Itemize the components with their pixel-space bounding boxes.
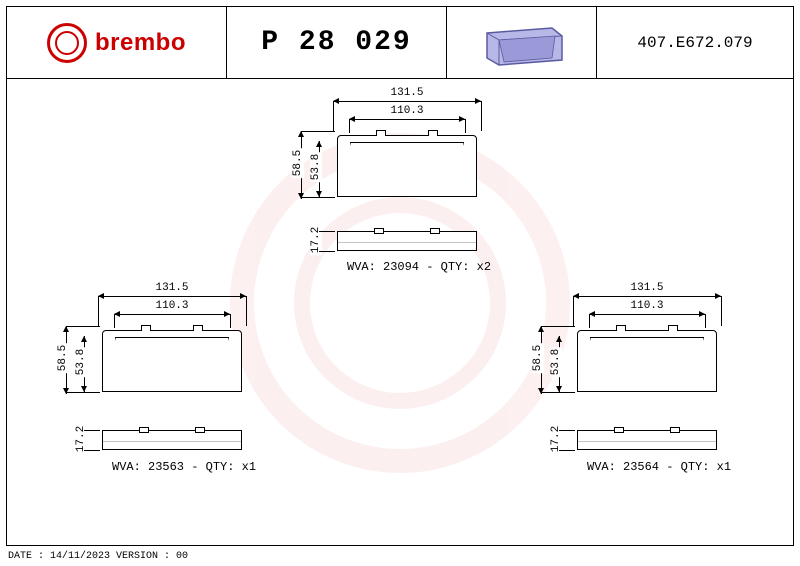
pad-tab-icon — [193, 325, 203, 331]
brand-name: brembo — [95, 29, 186, 57]
pad-tab-icon — [668, 325, 678, 331]
dimension-value: 53.8 — [75, 347, 87, 377]
diagram-top-side: 17.2 — [337, 231, 477, 251]
dimension-line: 58.5 — [301, 131, 302, 199]
dimension-value: 58.5 — [57, 343, 69, 373]
dimension-line: 131.5 — [573, 296, 721, 297]
drawing-body: 131.5 110.3 58.5 53.8 — [7, 85, 793, 545]
header-icon-cell — [447, 7, 597, 78]
dimension-value: 131.5 — [153, 282, 190, 294]
brake-pad-front-view — [102, 330, 242, 392]
dimension-line: 110.3 — [349, 119, 465, 120]
dimension-line: 17.2 — [559, 430, 560, 450]
dimension-value: 131.5 — [628, 282, 665, 294]
part-number: P 28 029 — [261, 27, 411, 58]
diagram-bottom-right-side: 17.2 — [577, 430, 717, 450]
dimension-value: 58.5 — [532, 343, 544, 373]
diagram-bottom-left: 131.5 110.3 58.5 53.8 — [102, 330, 242, 392]
brand-logo: brembo — [47, 23, 186, 63]
brake-pad-side-view — [577, 430, 717, 450]
dimension-line: 17.2 — [319, 231, 320, 251]
drawing-frame: brembo P 28 029 407.E672.079 — [6, 6, 794, 546]
dimension-line: 53.8 — [319, 141, 320, 197]
header-part-cell: P 28 029 — [227, 7, 447, 78]
dimension-line: 58.5 — [66, 326, 67, 394]
brake-pad-front-view — [337, 135, 477, 197]
dimension-value: 53.8 — [310, 152, 322, 182]
brake-pad-side-view — [337, 231, 477, 251]
dimension-line: 131.5 — [333, 101, 481, 102]
brand-logo-icon — [47, 23, 87, 63]
brake-pad-front-view — [577, 330, 717, 392]
dimension-line: 110.3 — [589, 314, 705, 315]
dimension-value: 131.5 — [388, 87, 425, 99]
dimension-line: 131.5 — [98, 296, 246, 297]
dimension-value: 110.3 — [388, 105, 425, 117]
dimension-line: 17.2 — [84, 430, 85, 450]
header-ref-cell: 407.E672.079 — [597, 7, 793, 78]
dimension-line: 58.5 — [541, 326, 542, 394]
dimension-line: 53.8 — [84, 336, 85, 392]
diagram-bottom-right: 131.5 110.3 58.5 53.8 — [577, 330, 717, 392]
brake-pad-side-view — [102, 430, 242, 450]
brake-pad-3d-icon — [477, 18, 567, 68]
wva-label: WVA: 23563 - QTY: x1 — [112, 460, 256, 474]
reference-number: 407.E672.079 — [637, 34, 752, 52]
pad-tab-icon — [141, 325, 151, 331]
header-brand-cell: brembo — [7, 7, 227, 78]
dimension-line: 110.3 — [114, 314, 230, 315]
footer-text: DATE : 14/11/2023 VERSION : 00 — [8, 551, 188, 562]
diagram-top: 131.5 110.3 58.5 53.8 — [337, 135, 477, 197]
dimension-value: 53.8 — [550, 347, 562, 377]
wva-label: WVA: 23564 - QTY: x1 — [587, 460, 731, 474]
pad-tab-icon — [376, 130, 386, 136]
header-row: brembo P 28 029 407.E672.079 — [7, 7, 793, 79]
dimension-value: 110.3 — [628, 300, 665, 312]
wva-label: WVA: 23094 - QTY: x2 — [347, 260, 491, 274]
diagram-bottom-left-side: 17.2 — [102, 430, 242, 450]
pad-tab-icon — [428, 130, 438, 136]
dimension-value: 58.5 — [292, 148, 304, 178]
dimension-line: 53.8 — [559, 336, 560, 392]
dimension-value: 110.3 — [153, 300, 190, 312]
pad-tab-icon — [616, 325, 626, 331]
